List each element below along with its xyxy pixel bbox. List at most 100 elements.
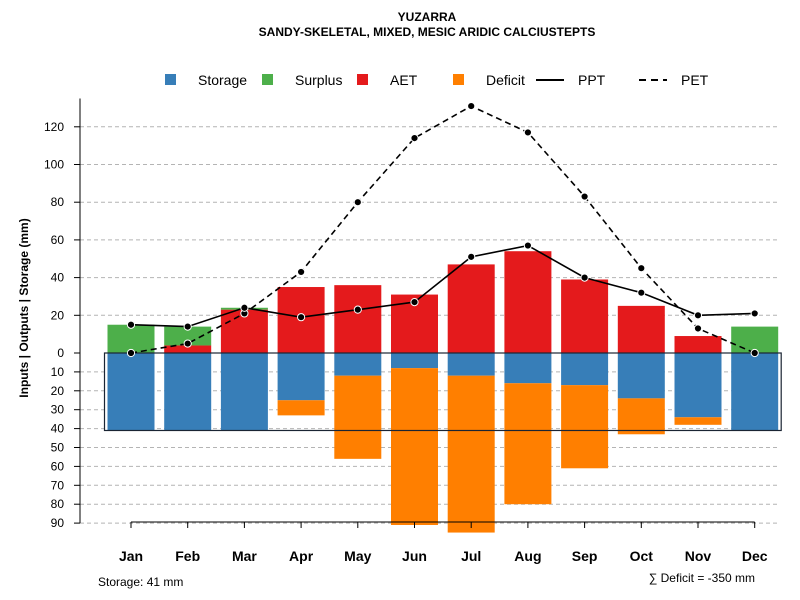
aet-bar <box>447 264 495 353</box>
ppt-line-point <box>410 298 419 307</box>
pet-line-point <box>410 134 419 143</box>
storage-bar <box>504 353 552 384</box>
storage-capacity-frame <box>103 352 782 432</box>
y-axis-label: Inputs | Outputs | Storage (mm) <box>17 218 31 397</box>
deficit-legend-label: Deficit <box>486 72 525 88</box>
deficit-bar <box>561 385 609 469</box>
x-tick-label: Feb <box>175 548 200 564</box>
legend: Storage Surplus AET Deficit PPT PET <box>165 72 709 88</box>
y-tick-label: 40 <box>51 422 65 436</box>
x-tick-label: Aug <box>514 548 541 564</box>
deficit-bar <box>617 398 665 435</box>
deficit-legend-swatch <box>453 74 464 85</box>
ppt-line-point <box>353 305 362 314</box>
storage-frame <box>103 352 782 432</box>
pet-line <box>130 105 756 354</box>
y-tick-label: 0 <box>57 346 64 360</box>
y-tick-label: 20 <box>51 308 65 322</box>
storage-legend-swatch <box>165 74 176 85</box>
storage-bar <box>391 353 438 369</box>
storage-bar <box>447 353 495 376</box>
y-tick-label: 20 <box>51 384 65 398</box>
storage-bar <box>277 353 325 401</box>
aet-bar <box>334 285 382 353</box>
surplus-legend-label: Surplus <box>295 72 342 88</box>
storage-bar <box>334 353 382 376</box>
aet-legend-label: AET <box>390 72 418 88</box>
aet-bar <box>561 279 609 353</box>
y-tick-label: 100 <box>44 158 64 172</box>
pet-line-point <box>353 198 362 207</box>
aet-bar <box>504 251 552 353</box>
x-tick-label: Oct <box>630 548 654 564</box>
y-tick-label: 10 <box>51 365 65 379</box>
x-tick-label: Sep <box>572 548 598 564</box>
deficit-note: ∑ Deficit = -350 mm <box>649 571 755 585</box>
axes: 0 20 40 60 80 100 120 10 20 30 40 50 60 70 80 90 Jan Feb M… <box>44 98 768 564</box>
deficit-bar <box>674 417 722 425</box>
pet-line-point <box>580 192 589 201</box>
aet-legend-swatch <box>357 74 368 85</box>
aet-bar <box>164 345 212 353</box>
pet-line-point <box>750 348 759 358</box>
ppt-line-point <box>580 273 589 282</box>
ppt-line-point <box>693 311 703 320</box>
ppt-line <box>130 244 755 328</box>
lines <box>126 101 759 358</box>
deficit-bar <box>277 400 325 416</box>
deficit-bar <box>504 383 552 505</box>
pet-legend-label: PET <box>681 72 709 88</box>
pet-line-point <box>637 264 646 273</box>
storage-bar <box>164 353 212 431</box>
surplus-bar <box>164 326 212 346</box>
y-tick-label: 50 <box>51 441 65 455</box>
y-tick-label: 30 <box>51 403 65 417</box>
ppt-line-point <box>523 241 533 250</box>
y-tick-label: 80 <box>51 195 65 209</box>
y-tick-label: 70 <box>51 478 65 492</box>
pet-line-point <box>693 324 703 333</box>
pet-line-point <box>297 267 306 277</box>
ppt-line-point <box>467 252 476 261</box>
aet-bar <box>617 305 665 353</box>
bars <box>107 251 779 533</box>
y-tick-label: 90 <box>51 516 65 530</box>
x-tick-label: Apr <box>289 548 314 564</box>
storage-bar <box>617 353 665 399</box>
x-tick-label: May <box>344 548 371 564</box>
y-tick-label: 60 <box>51 459 65 473</box>
storage-legend-label: Storage <box>198 72 247 88</box>
y-tick-label: 80 <box>51 497 65 511</box>
ppt-line-point <box>637 288 646 297</box>
storage-bar <box>107 353 155 431</box>
x-tick-label: Mar <box>232 548 257 564</box>
surplus-legend-swatch <box>262 74 273 85</box>
ppt-line-point <box>183 322 192 331</box>
y-tick-label: 60 <box>51 233 65 247</box>
pet-line-point <box>126 348 136 358</box>
ppt-line-point <box>240 303 249 312</box>
deficit-bar <box>334 375 382 459</box>
storage-note: Storage: 41 mm <box>98 575 183 589</box>
storage-bar <box>674 353 722 418</box>
surplus-bar <box>107 324 155 353</box>
ppt-line-point <box>750 309 759 318</box>
ppt-legend-label: PPT <box>578 72 606 88</box>
x-tick-label: Jan <box>119 548 143 564</box>
deficit-bar <box>391 368 438 525</box>
aet-bar <box>674 336 722 353</box>
surplus-bar <box>731 326 779 353</box>
chart-title: YUZARRA <box>398 10 457 24</box>
storage-bar <box>561 353 609 386</box>
storage-bar <box>220 353 268 431</box>
pet-line-point <box>523 128 533 137</box>
x-tick-label: Jul <box>461 548 481 564</box>
deficit-bar <box>447 375 495 533</box>
pet-line-point <box>467 101 476 111</box>
x-tick-label: Nov <box>685 548 712 564</box>
ppt-line-point <box>297 313 306 322</box>
x-tick-label: Dec <box>742 548 768 564</box>
chart-subtitle: SANDY-SKELETAL, MIXED, MESIC ARIDIC CALC… <box>259 25 596 39</box>
pet-line-point <box>183 339 192 348</box>
